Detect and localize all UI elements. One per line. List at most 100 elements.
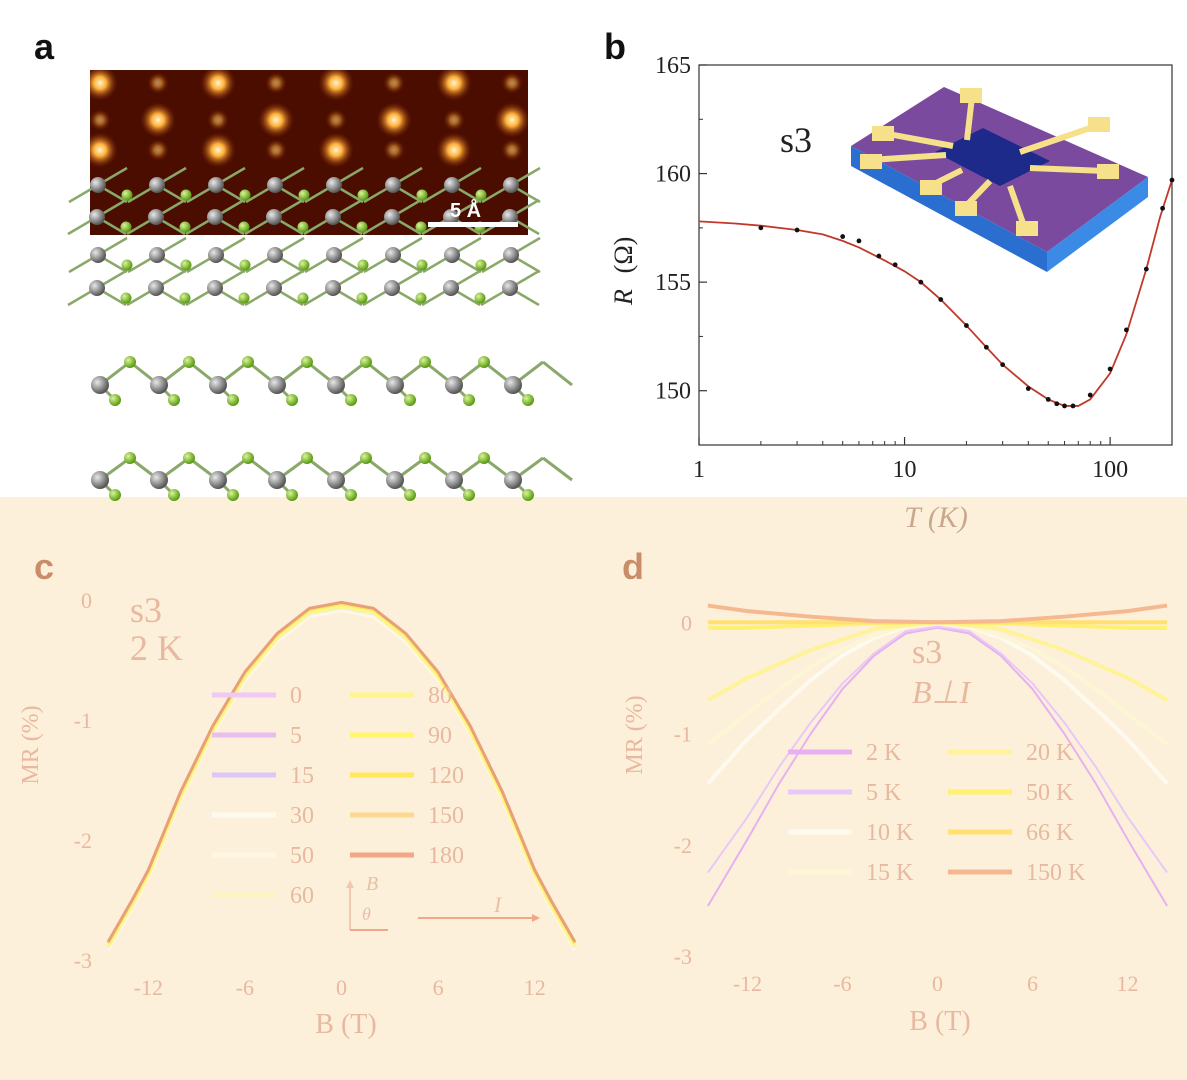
x-axis-label: B (T) [909,1006,970,1037]
data-point [840,234,846,239]
legend-label: 5 [290,723,302,749]
y-axis-label: MR (%) [622,695,648,774]
panel-label-c: c [34,546,55,587]
chain-atom-grey [91,471,109,489]
stm-dim-spot [207,109,229,131]
lattice-atom-green [238,292,250,304]
x-tick-label: 6 [433,975,444,1000]
legend-label: 15 K [866,860,914,886]
lattice-atom-grey [207,209,223,225]
y-axis-label-unit: (Ω) [609,237,638,274]
stm-bright-spot [90,70,118,101]
chain-atom-green [360,356,372,368]
data-point [1107,366,1113,372]
chain-atom-grey [445,376,463,394]
stm-dim-spot [147,72,169,94]
lattice-atom-grey [149,177,165,193]
chain-atom-green [404,489,416,501]
y-tick-label: 0 [81,588,92,613]
chain-atom-green [286,394,298,406]
top-view-lattice [67,166,541,307]
lattice-atom-grey [149,247,165,263]
mr-curve [106,600,577,943]
geometry-inset: B θ I [346,873,540,931]
lattice-atom-green [298,189,310,201]
stm-dim-spot [265,139,287,161]
chain-atom-grey [150,376,168,394]
data-point [856,238,862,244]
legend-label: 0 [290,683,302,709]
lower-panels-background [0,497,1187,1080]
stm-dim-spot [90,109,111,131]
y-tick-label: -3 [74,948,92,973]
stm-bright-spot [90,132,118,168]
legend-label: 2 K [866,740,902,766]
x-tick-label: 12 [1117,971,1139,996]
lattice-atom-grey [385,247,401,263]
chain-atom-green [522,489,534,501]
lattice-atom-green [475,259,487,271]
lattice-atom-grey [384,280,400,296]
chain-atom-grey [386,471,404,489]
lattice-atom-grey [90,247,106,263]
stm-dim-spot [383,72,405,94]
chain-atom-green [242,452,254,464]
x-tick-label: -6 [236,975,254,1000]
data-point [1000,362,1006,368]
chain-atom-green [522,394,534,406]
fit-curve [698,179,1173,407]
lattice-atom-green [356,292,368,304]
y-tick-label: 155 [655,270,691,296]
lattice-atom-grey [266,209,282,225]
lattice-atom-grey [503,247,519,263]
lattice-atom-green [179,292,191,304]
lattice-atom-grey [502,209,518,225]
y-tick-label: -2 [674,833,692,858]
chain-atom-green [301,356,313,368]
data-point [964,323,969,328]
panel-label-a: a [34,26,55,67]
legend-label: 180 [428,843,464,869]
data-point [1143,266,1149,272]
y-tick-label: 165 [655,53,691,79]
lattice-atom-grey [207,280,223,296]
stm-dim-spot [265,72,287,94]
stm-dim-spot [325,109,347,131]
stm-bright-spot [436,132,472,168]
lattice-atom-green [357,189,369,201]
lattice-atom-grey [503,177,519,193]
chain-atom-green [463,489,475,501]
chain-atom-green [478,356,490,368]
lattice-atom-green [180,259,192,271]
lattice-atom-grey [89,209,105,225]
stm-bright-spot [200,132,236,168]
chain-atom-green [345,394,357,406]
data-point [1025,386,1031,391]
stm-bright-spot [200,70,236,101]
chain-atom-green [109,394,121,406]
lattice-atom-green [415,221,427,233]
chain-atom-grey [209,471,227,489]
chain-atom-green [419,356,431,368]
chain-atom-green [183,356,195,368]
chain-atom-grey [327,376,345,394]
lattice-atom-green [297,292,309,304]
chain-atom-green [227,489,239,501]
stm-bright-spot [494,102,528,138]
chain-atom-green [109,489,121,501]
lattice-atom-grey [267,247,283,263]
lattice-atom-green [416,189,428,201]
chain-atom-grey [150,471,168,489]
lattice-atom-grey [444,247,460,263]
y-axis-label-variable: R [609,289,638,306]
chain-atom-grey [268,376,286,394]
stm-dim-spot [147,139,169,161]
data-point [1123,327,1129,333]
chain-atom-green [478,452,490,464]
legend-label: 20 K [1026,740,1074,766]
lattice-atom-green [121,259,133,271]
chain-atom-grey [209,376,227,394]
